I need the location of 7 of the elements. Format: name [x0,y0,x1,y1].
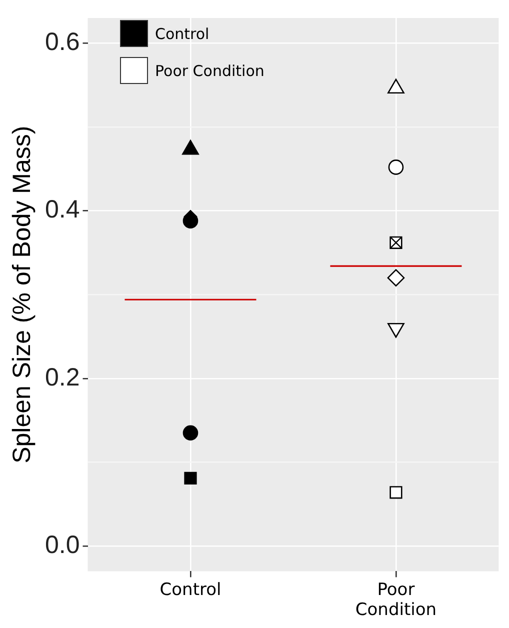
y-tick-label: 0.0 [44,530,80,559]
legend-label: Poor Condition [155,62,264,80]
y-tick-label: 0.6 [44,28,80,56]
y-tick-label: 0.4 [44,196,80,224]
y-tick-label: 0.2 [44,363,80,392]
legend-label: Control [155,24,210,42]
y-axis-title: Spleen Size (% of Body Mass) [8,126,36,464]
